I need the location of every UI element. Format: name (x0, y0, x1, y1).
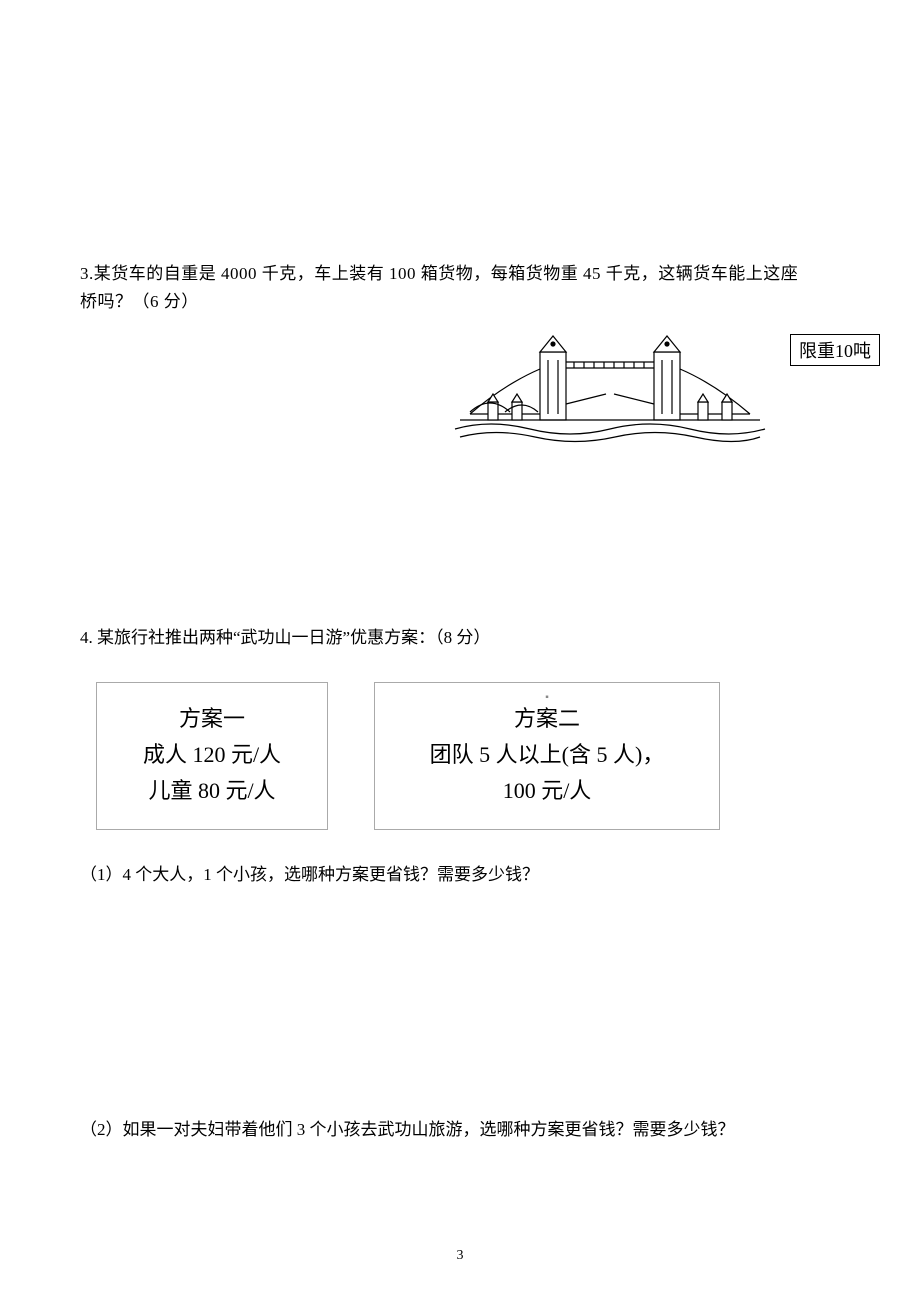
q4-intro-text: 4. 某旅行社推出两种“武功山一日游”优惠方案：（8 分） (80, 628, 490, 647)
sign-text: 限重10吨 (799, 341, 871, 361)
question-4-intro: 4. 某旅行社推出两种“武功山一日游”优惠方案：（8 分） (80, 624, 840, 652)
question-4-sub2: （2）如果一对夫妇带着他们 3 个小孩去武功山旅游，选哪种方案更省钱？需要多少钱… (80, 1115, 840, 1140)
q4-sub1-text: （1）4 个大人，1 个小孩，选哪种方案更省钱？需要多少钱？ (80, 865, 539, 884)
plan-b-box: ▪ 方案二 团队 5 人以上(含 5 人)， 100 元/人 (374, 682, 720, 830)
plans-row: 方案一 成人 120 元/人 儿童 80 元/人 ▪ 方案二 团队 5 人以上(… (96, 682, 840, 830)
page-number: 3 (0, 1248, 920, 1264)
plan-a-line2: 儿童 80 元/人 (119, 773, 305, 809)
plan-a-box: 方案一 成人 120 元/人 儿童 80 元/人 (96, 682, 328, 830)
plan-b-line1: 团队 5 人以上(含 5 人)， (397, 737, 697, 773)
q3-line1: 3.某货车的自重是 4000 千克，车上装有 100 箱货物，每箱货物重 45 … (80, 264, 798, 283)
weight-limit-sign: 限重10吨 (790, 334, 880, 366)
bridge-illustration: 限重10吨 (450, 324, 880, 454)
question-4-sub1: （1）4 个大人，1 个小孩，选哪种方案更省钱？需要多少钱？ (80, 860, 840, 885)
q3-line2: 桥吗？（6 分） (80, 292, 199, 311)
q4-sub2-text: （2）如果一对夫妇带着他们 3 个小孩去武功山旅游，选哪种方案更省钱？需要多少钱… (80, 1120, 735, 1139)
tick-mark-icon: ▪ (545, 680, 549, 716)
question-3-text: 3.某货车的自重是 4000 千克，车上装有 100 箱货物，每箱货物重 45 … (80, 260, 840, 316)
plan-a-title: 方案一 (119, 701, 305, 737)
plan-a-line1: 成人 120 元/人 (119, 737, 305, 773)
page-number-text: 3 (457, 1248, 464, 1263)
bridge-svg (450, 324, 770, 454)
plan-b-line2: 100 元/人 (397, 773, 697, 809)
